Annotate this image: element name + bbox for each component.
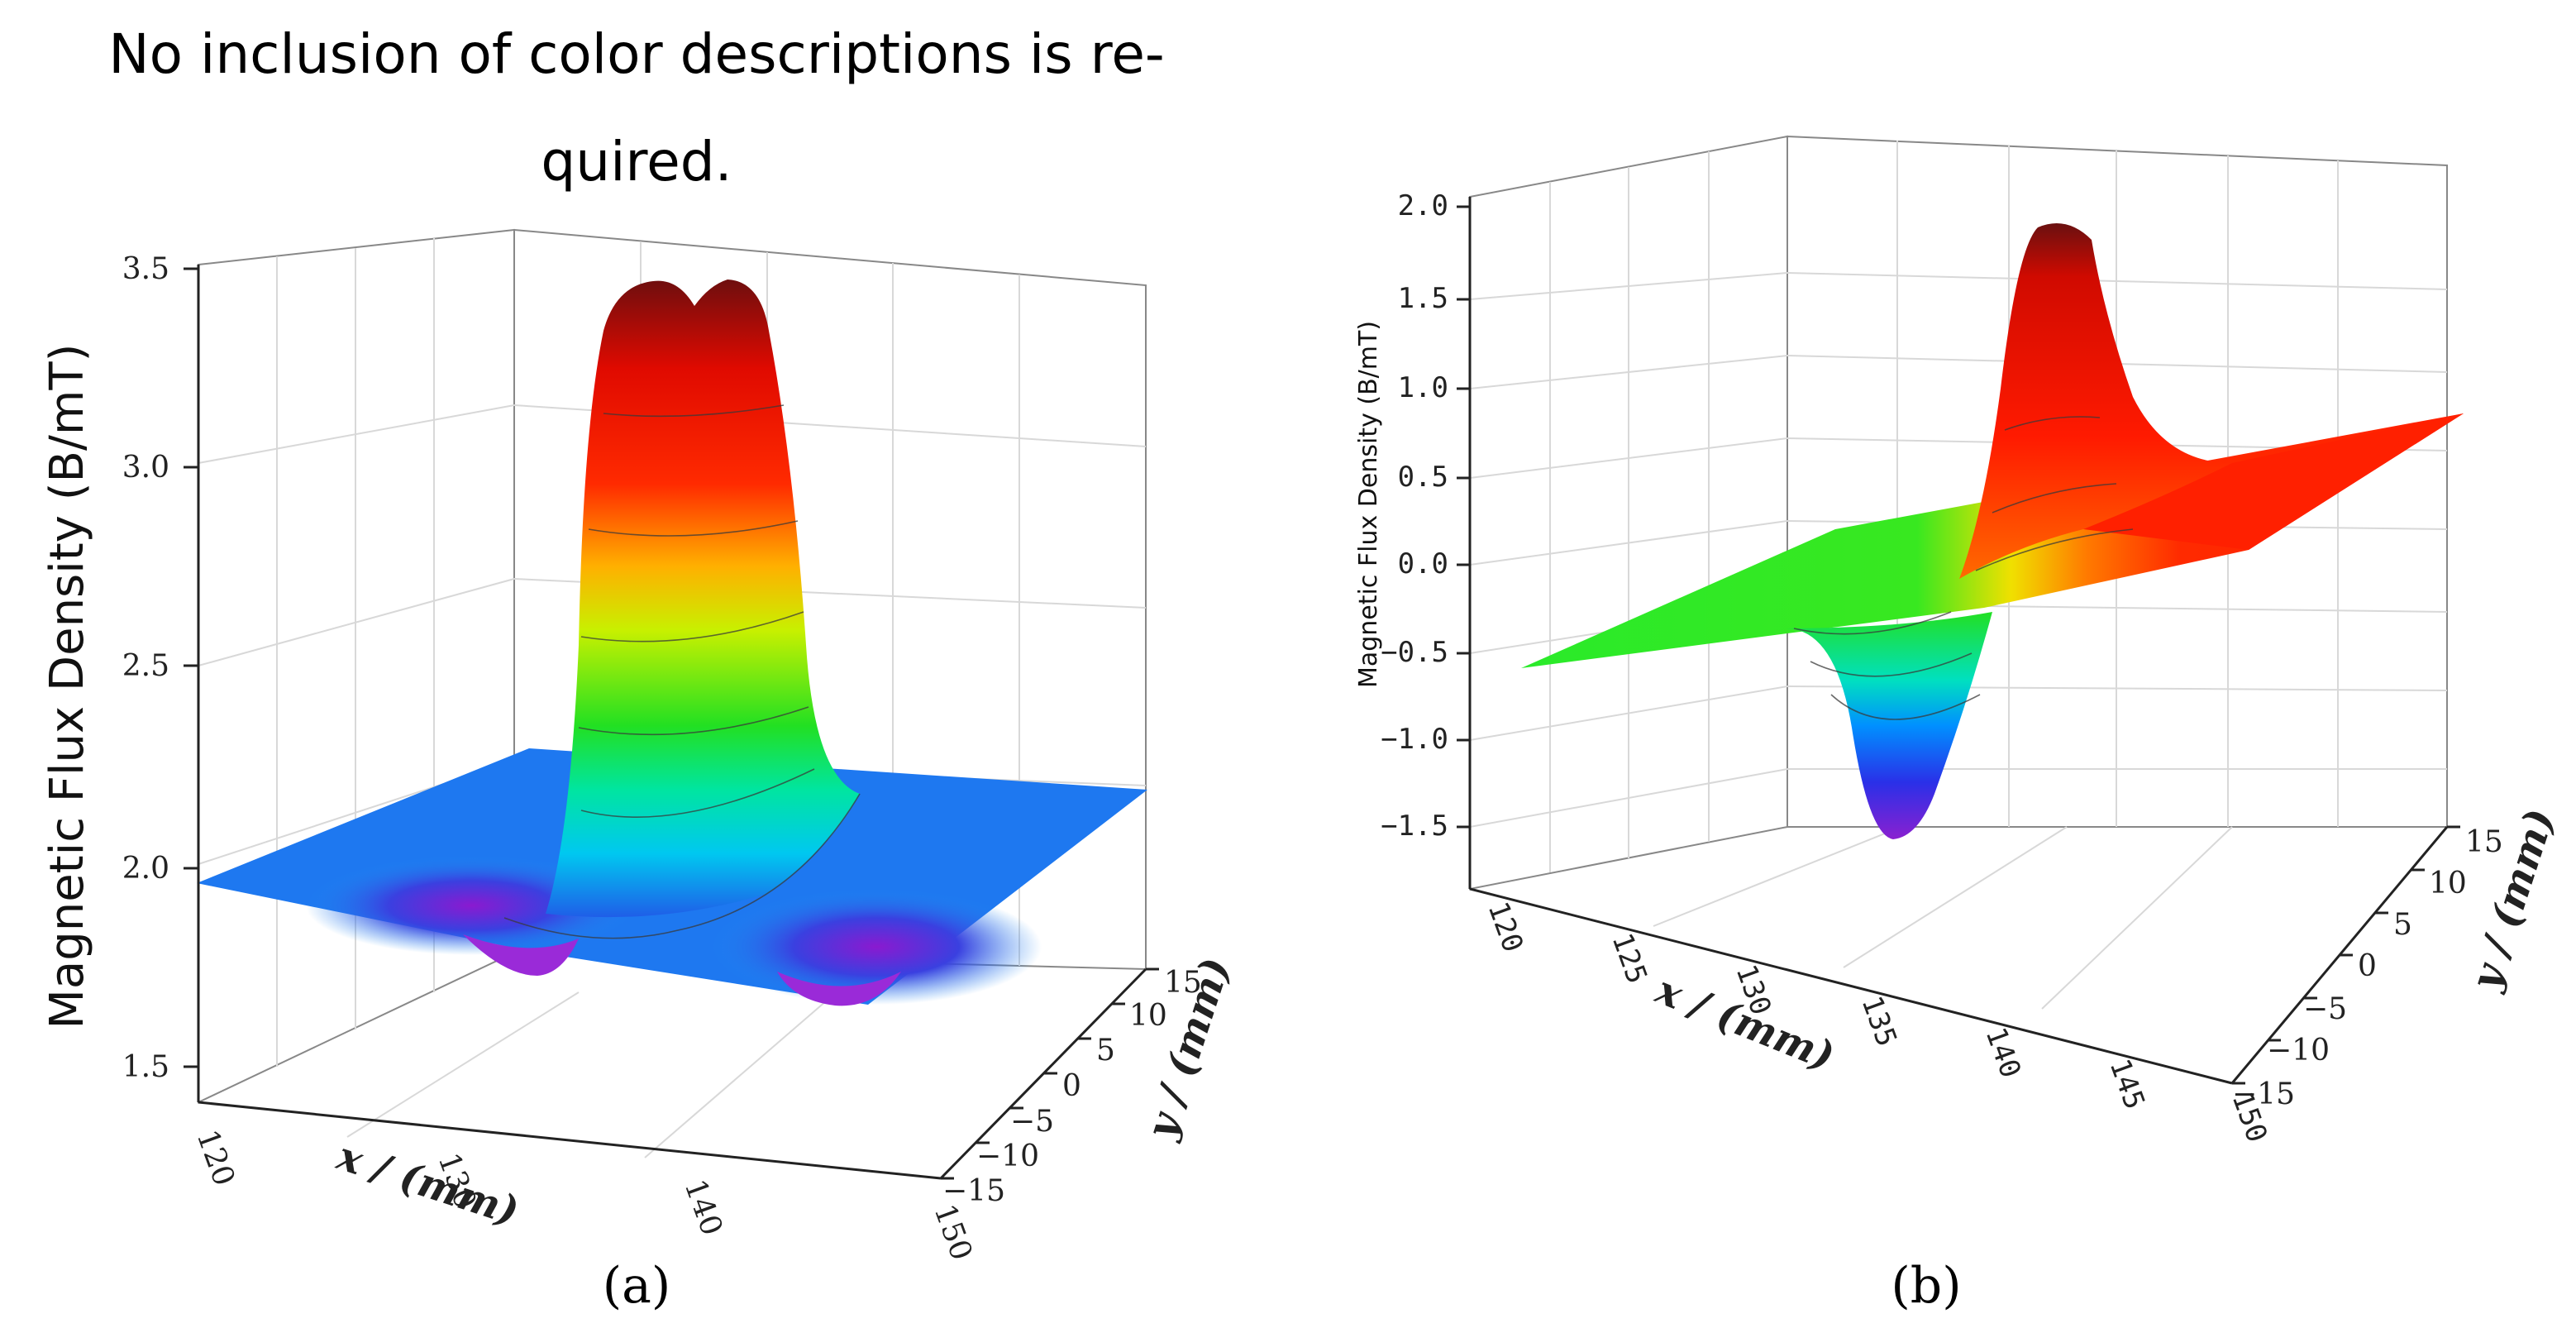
chart-b-y-tick: 10	[2429, 867, 2467, 900]
chart-b-peak	[1959, 223, 2232, 579]
chart-b-y-tick: −15	[2232, 1077, 2295, 1111]
chart-a-y-tick: −10	[976, 1139, 1039, 1173]
chart-a-x-tick: 140	[678, 1175, 729, 1240]
chart-a-x-ticks: 120 130 140 150	[190, 1125, 979, 1265]
chart-a-z-tick: 3.5	[122, 252, 169, 286]
chart-b-x-tick: 145	[2103, 1054, 2152, 1113]
chart-b-y-tick: 0	[2358, 949, 2377, 983]
chart-b-x-tick: 135	[1855, 991, 1904, 1050]
chart-b-y-tick: 15	[2465, 825, 2503, 859]
chart-a-y-tick: 5	[1096, 1034, 1115, 1068]
chart-b-x-tick: 140	[1979, 1023, 2028, 1082]
chart-b-y-tick: −10	[2267, 1034, 2330, 1068]
chart-a-x-tick: 120	[190, 1125, 241, 1191]
chart-a-y-tick: 15	[1164, 966, 1202, 1000]
chart-b-z-tick: 1.5	[1398, 282, 1448, 315]
chart-a-dip-left	[306, 856, 637, 955]
chart-b-x-ticks: 120 125 130 135 140 145 150	[1481, 897, 2274, 1146]
chart-a-dip-left-under	[463, 934, 579, 976]
chart-b-x-axis	[1469, 887, 2233, 1085]
chart-a-z-ticks: 1.5 2.0 2.5 3.0 3.5	[122, 252, 198, 1084]
chart-b-y-tick: −5	[2303, 992, 2347, 1026]
chart-b: −1.5 −1.0 −0.5 0.0 0.5 1.0 1.5 2.0 120 1…	[1354, 135, 2564, 1315]
chart-a-y-tick: 0	[1062, 1069, 1081, 1103]
note-line-2: quired.	[541, 130, 732, 193]
chart-b-z-tick: −1.0	[1381, 723, 1448, 756]
chart-b-ylabel: Magnetic Flux Density (B/mT)	[1354, 321, 1383, 688]
chart-a-y-tick: −15	[942, 1174, 1005, 1208]
chart-b-y-tick: 5	[2393, 908, 2412, 942]
chart-b-z-ticks: −1.5 −1.0 −0.5 0.0 0.5 1.0 1.5 2.0	[1381, 189, 1470, 843]
chart-b-y-ticks: 15 10 5 0 −5 −10 −15	[2232, 825, 2503, 1111]
chart-a-x-axis	[198, 1101, 942, 1180]
chart-b-z-tick: 0.0	[1398, 547, 1448, 580]
chart-a-ylabel: Magnetic Flux Density (B/mT)	[41, 344, 94, 1029]
chart-a-y-title: y / (mm)	[1138, 953, 1239, 1145]
chart-b-z-tick: 2.0	[1398, 189, 1448, 222]
note-line-1: No inclusion of color descriptions is re…	[108, 22, 1165, 86]
chart-b-z-tick: 1.0	[1398, 371, 1448, 404]
chart-b-z-tick: −0.5	[1381, 636, 1448, 669]
chart-a-z-tick: 2.5	[122, 649, 169, 683]
chart-a-x-title: x / (mm)	[331, 1133, 524, 1235]
chart-b-peak-shoulder	[2083, 413, 2464, 550]
chart-a-panel-label: (a)	[603, 1257, 671, 1315]
chart-a-y-ticks: 15 10 5 0 −5 −10 −15	[941, 966, 1202, 1208]
chart-a-y-tick: −5	[1010, 1105, 1054, 1139]
chart-a-z-tick: 3.0	[122, 451, 169, 485]
chart-a-peak	[546, 279, 860, 918]
chart-b-z-tick: 0.5	[1398, 461, 1448, 494]
chart-a-z-tick: 2.0	[122, 852, 169, 886]
chart-a-dip-right	[711, 889, 1042, 1005]
chart-a-y-axis	[939, 967, 1147, 1180]
chart-b-x-tick: 120	[1481, 897, 1530, 956]
chart-b-trough	[1786, 612, 1992, 839]
chart-a: 1.5 2.0 2.5 3.0 3.5 120 130 140 150 x / …	[41, 228, 1239, 1315]
chart-b-panel-label: (b)	[1891, 1257, 1961, 1315]
chart-b-z-tick: −1.5	[1381, 810, 1448, 843]
chart-a-dip-right-under	[777, 972, 901, 1006]
chart-a-x-tick: 150	[928, 1200, 979, 1265]
chart-b-x-tick: 125	[1605, 929, 1654, 987]
chart-a-z-tick: 1.5	[122, 1050, 169, 1084]
chart-a-y-tick: 10	[1129, 999, 1167, 1033]
